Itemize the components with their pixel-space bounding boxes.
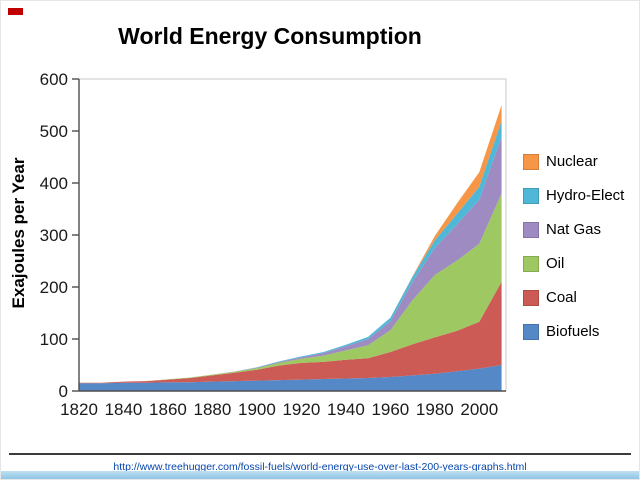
- legend-label-nuclear: Nuclear: [546, 153, 598, 170]
- x-tick-label: 1900: [238, 400, 276, 419]
- x-tick-label: 2000: [460, 400, 498, 419]
- x-tick-label: 1940: [327, 400, 365, 419]
- legend-item-oil: Oil: [523, 255, 624, 272]
- y-tick-label: 400: [40, 174, 68, 193]
- legend-item-nat-gas: Nat Gas: [523, 221, 624, 238]
- x-tick-label: 1860: [149, 400, 187, 419]
- footer: http://www.treehugger.com/fossil-fuels/w…: [1, 457, 639, 475]
- legend-label-biofuels: Biofuels: [546, 323, 600, 340]
- legend-label-oil: Oil: [546, 255, 565, 272]
- area-oil: [79, 193, 502, 383]
- chart-title: World Energy Consumption: [118, 23, 422, 49]
- x-tick-label: 1960: [371, 400, 409, 419]
- legend-label-nat-gas: Nat Gas: [546, 221, 602, 238]
- area-biofuels: [79, 365, 502, 391]
- legend-item-biofuels: Biofuels: [523, 323, 624, 340]
- y-tick-label: 0: [59, 382, 68, 401]
- x-tick-label: 1880: [194, 400, 232, 419]
- legend-item-nuclear: Nuclear: [523, 153, 624, 170]
- legend-item-hydro-elect: Hydro-Elect: [523, 187, 624, 204]
- legend-label-coal: Coal: [546, 289, 577, 306]
- legend-item-coal: Coal: [523, 289, 624, 306]
- legend-swatch-hydro-elect: [523, 187, 539, 204]
- bottom-accent-bar: [1, 471, 639, 479]
- y-tick-label: 600: [40, 70, 68, 89]
- chart-legend: Nuclear Hydro-Elect Nat Gas Oil Coal Biofuels: [523, 153, 624, 340]
- legend-swatch-coal: [523, 289, 539, 306]
- y-tick-label: 100: [40, 330, 68, 349]
- x-tick-label: 1840: [105, 400, 143, 419]
- source-link[interactable]: http://www.treehugger.com/fossil-fuels/w…: [113, 461, 527, 473]
- footer-divider: [9, 453, 631, 455]
- legend-swatch-oil: [523, 255, 539, 272]
- legend-label-hydro-elect: Hydro-Elect: [546, 187, 625, 204]
- slide-corner-marker: [8, 8, 23, 15]
- legend-swatch-nuclear: [523, 153, 539, 170]
- legend-swatch-nat-gas: [523, 221, 539, 238]
- x-tick-label: 1820: [60, 400, 98, 419]
- area-nat-gas: [79, 136, 502, 383]
- legend-swatch-biofuels: [523, 323, 539, 340]
- y-tick-label: 200: [40, 278, 68, 297]
- x-tick-label: 1920: [282, 400, 320, 419]
- y-tick-label: 300: [40, 226, 68, 245]
- area-coal: [79, 281, 502, 384]
- x-tick-label: 1980: [416, 400, 454, 419]
- y-tick-label: 500: [40, 122, 68, 141]
